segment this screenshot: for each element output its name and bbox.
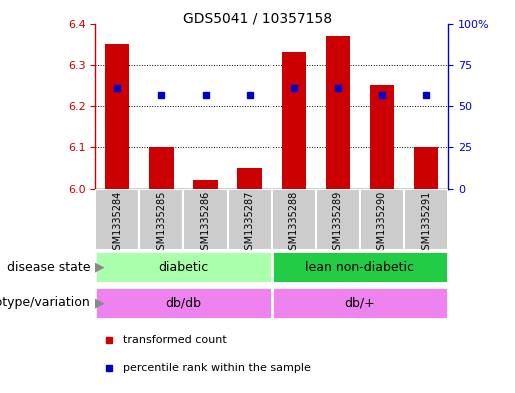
Bar	[149, 147, 174, 189]
Text: GSM1335284: GSM1335284	[112, 191, 123, 256]
Bar	[325, 36, 350, 189]
Bar	[105, 44, 129, 189]
Text: disease state: disease state	[7, 261, 90, 274]
Text: GSM1335290: GSM1335290	[377, 191, 387, 256]
Bar	[140, 189, 183, 250]
Text: diabetic: diabetic	[158, 261, 209, 274]
Bar	[272, 287, 448, 318]
Text: db/+: db/+	[345, 296, 375, 309]
Text: GDS5041 / 10357158: GDS5041 / 10357158	[183, 12, 332, 26]
Text: GSM1335289: GSM1335289	[333, 191, 343, 256]
Text: ▶: ▶	[95, 296, 105, 309]
Bar	[272, 189, 316, 250]
Text: transformed count: transformed count	[123, 335, 227, 345]
Bar	[183, 189, 228, 250]
Text: ▶: ▶	[95, 261, 105, 274]
Text: GSM1335287: GSM1335287	[245, 191, 254, 256]
Text: db/db: db/db	[165, 296, 201, 309]
Text: GSM1335288: GSM1335288	[289, 191, 299, 256]
Bar	[316, 189, 360, 250]
Bar	[194, 180, 218, 189]
Text: GSM1335285: GSM1335285	[157, 191, 166, 256]
Text: GSM1335291: GSM1335291	[421, 191, 431, 256]
Bar	[360, 189, 404, 250]
Bar	[95, 252, 272, 283]
Bar	[95, 287, 272, 318]
Text: GSM1335286: GSM1335286	[200, 191, 211, 256]
Text: lean non-diabetic: lean non-diabetic	[305, 261, 415, 274]
Bar	[272, 252, 448, 283]
Bar	[414, 147, 438, 189]
Bar	[404, 189, 448, 250]
Bar	[370, 86, 394, 189]
Bar	[95, 189, 140, 250]
Text: genotype/variation: genotype/variation	[0, 296, 90, 309]
Bar	[282, 52, 306, 189]
Text: percentile rank within the sample: percentile rank within the sample	[123, 362, 311, 373]
Bar	[237, 168, 262, 189]
Bar	[228, 189, 272, 250]
